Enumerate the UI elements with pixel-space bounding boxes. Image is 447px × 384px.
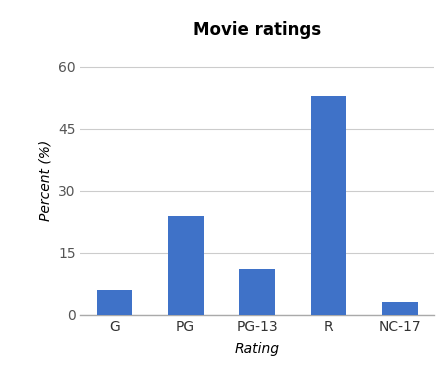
- Bar: [97, 290, 132, 315]
- Y-axis label: Percent (%): Percent (%): [38, 140, 52, 221]
- Bar: [311, 96, 346, 315]
- Title: Movie ratings: Movie ratings: [193, 21, 321, 39]
- Bar: [239, 270, 275, 315]
- Bar: [168, 216, 203, 315]
- Bar: [382, 303, 417, 315]
- X-axis label: Rating: Rating: [235, 342, 279, 356]
